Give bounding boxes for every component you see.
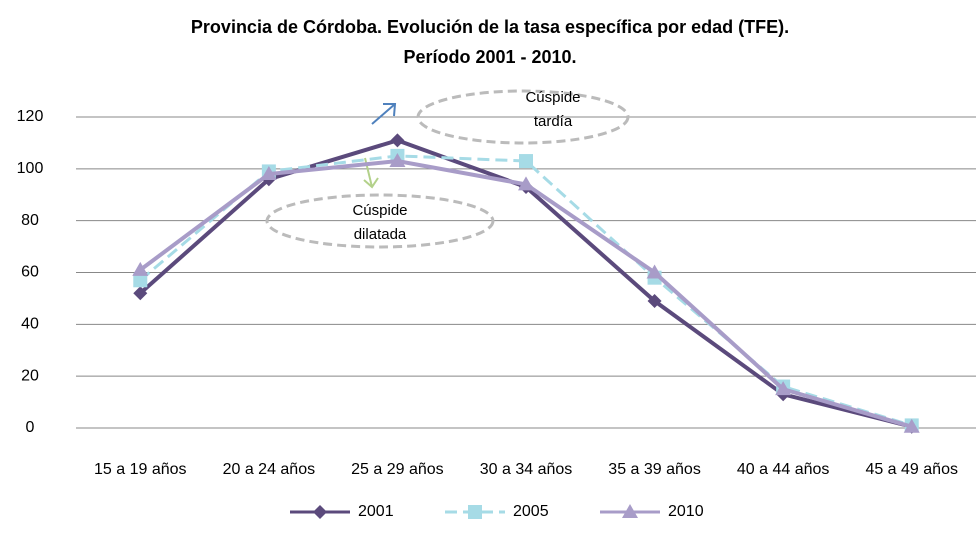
x-tick-label: 20 a 24 años (223, 461, 316, 478)
y-tick-label: 100 (17, 160, 44, 177)
x-tick-label: 40 a 44 años (737, 461, 830, 478)
marker (260, 166, 277, 181)
marker (133, 286, 148, 301)
marker (646, 264, 663, 279)
x-tick-label: 25 a 29 años (351, 461, 444, 478)
annotation: dilatada (354, 226, 407, 243)
marker (519, 154, 533, 169)
y-tick-label: 20 (21, 367, 39, 384)
marker (903, 418, 920, 433)
annotation: Cúspide (525, 89, 580, 106)
marker (390, 133, 405, 148)
marker (389, 153, 406, 168)
annotation-ellipse (265, 193, 495, 249)
annotation-arrow (383, 103, 397, 117)
marker (518, 176, 534, 191)
annotation-arrow (371, 103, 396, 125)
annotation: Cúspide (352, 202, 407, 219)
x-tick-label: 15 a 19 años (94, 461, 187, 478)
x-tick-label: 35 a 39 años (608, 461, 701, 478)
annotation-arrow (363, 177, 379, 189)
marker (133, 273, 148, 288)
annotation-ellipse (416, 89, 630, 145)
legend-marker (622, 504, 638, 518)
marker (132, 261, 149, 276)
annotation: tardía (534, 113, 573, 130)
legend-label: 2005 (513, 503, 549, 520)
legend-marker (468, 505, 482, 519)
y-tick-label: 120 (17, 108, 44, 125)
chart-title: Período 2001 - 2010. (403, 47, 576, 67)
legend-label: 2010 (668, 503, 704, 520)
x-tick-label: 45 a 49 años (865, 461, 958, 478)
legend-marker (313, 505, 327, 519)
series-line (139, 159, 913, 429)
chart-title: Provincia de Córdoba. Evolución de la ta… (191, 17, 789, 37)
x-tick-label: 30 a 34 años (480, 461, 573, 478)
y-tick-label: 40 (21, 316, 39, 333)
legend-label: 2001 (358, 503, 394, 520)
marker (775, 381, 792, 396)
y-tick-label: 0 (26, 419, 35, 436)
marker (647, 294, 662, 309)
series-line (139, 154, 913, 427)
y-tick-label: 80 (21, 212, 39, 229)
y-tick-label: 60 (21, 264, 39, 281)
